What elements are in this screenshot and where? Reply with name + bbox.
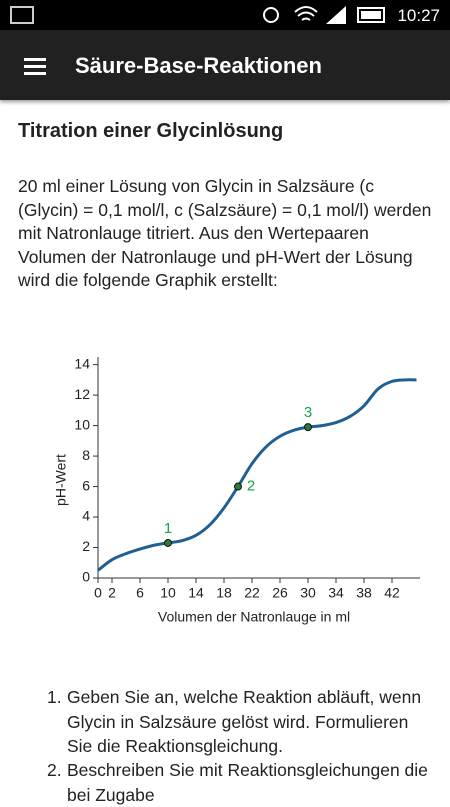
y-tick-label: 12 — [74, 386, 90, 402]
x-axis-label: Volumen der Natronlauge in ml — [158, 609, 350, 625]
status-icons — [10, 6, 385, 24]
y-tick-label: 4 — [82, 508, 90, 524]
y-tick-label: 14 — [74, 355, 90, 371]
x-tick-label: 2 — [108, 585, 116, 601]
point-label: 2 — [247, 478, 255, 495]
x-tick-label: 30 — [300, 585, 316, 601]
point-label: 1 — [164, 520, 172, 537]
marked-point — [234, 482, 242, 491]
y-tick-label: 2 — [82, 538, 90, 554]
marked-point — [304, 423, 312, 432]
x-tick-label: 10 — [160, 585, 176, 601]
app-title: Säure-Base-Reaktionen — [75, 53, 322, 78]
x-tick-label: 18 — [216, 585, 232, 601]
x-tick-label: 6 — [136, 585, 144, 601]
x-tick-label: 26 — [272, 585, 288, 601]
heading: Titration einer Glycinlösung — [18, 120, 284, 142]
list-number: 1. — [47, 687, 62, 707]
paragraph: 20 ml einer Lösung von Glycin in Salzsäu… — [18, 176, 432, 290]
y-tick-label: 0 — [82, 569, 90, 585]
list-text: Geben Sie an, welche Reaktion abläuft, w… — [67, 687, 422, 756]
status-bar: 10:27 — [0, 0, 450, 30]
y-tick-label: 6 — [82, 477, 90, 493]
y-tick-label: 8 — [82, 447, 90, 463]
clock: 10:27 — [397, 6, 440, 25]
marked-point — [164, 538, 172, 547]
menu-button[interactable] — [0, 30, 60, 100]
x-tick-label: 42 — [384, 585, 400, 601]
x-tick-label: 0 — [94, 585, 102, 601]
chart: pH-Wert Volumen der Natronlauge in ml 02… — [53, 355, 420, 625]
app-bar: Säure-Base-Reaktionen — [0, 30, 450, 100]
y-tick-label: 10 — [74, 416, 90, 432]
y-axis-label: pH-Wert — [53, 454, 69, 506]
x-tick-label: 34 — [328, 585, 344, 601]
x-tick-label: 38 — [356, 585, 372, 601]
point-label: 3 — [304, 404, 312, 421]
x-tick-label: 22 — [244, 585, 260, 601]
list-number: 2. — [47, 760, 62, 780]
ph-curve — [97, 378, 417, 572]
x-tick-label: 14 — [188, 585, 204, 601]
